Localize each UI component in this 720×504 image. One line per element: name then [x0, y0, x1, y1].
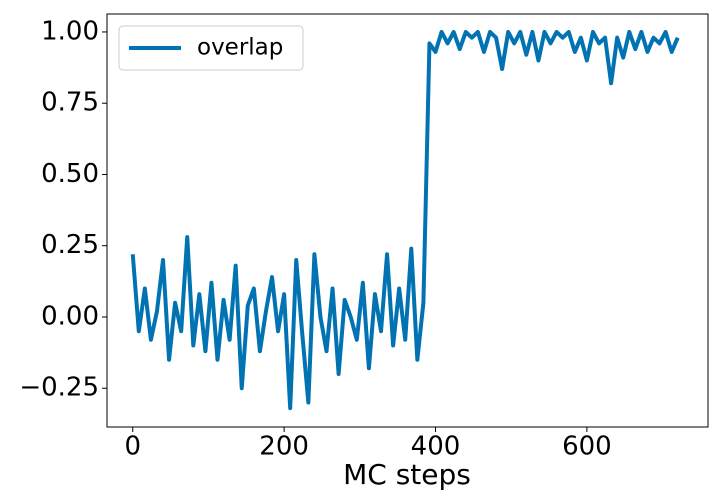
- y-tick-label: 0.75: [41, 88, 99, 118]
- x-tick-label: 600: [562, 432, 612, 462]
- y-tick-label: 1.00: [41, 16, 99, 46]
- y-tick-label: 0.50: [41, 159, 99, 189]
- x-axis-label: MC steps: [343, 458, 471, 491]
- x-tick-label: 400: [411, 432, 461, 462]
- y-tick-label: −0.25: [19, 373, 99, 403]
- y-tick-label: 0.00: [41, 301, 99, 331]
- legend-label: overlap: [197, 35, 283, 61]
- x-tick-label: 0: [124, 432, 141, 462]
- data-line: [130, 29, 680, 411]
- x-tick-label: 200: [259, 432, 309, 462]
- plot-frame: [106, 13, 709, 428]
- legend-box: [118, 25, 304, 71]
- y-tick-label: 0.25: [41, 230, 99, 260]
